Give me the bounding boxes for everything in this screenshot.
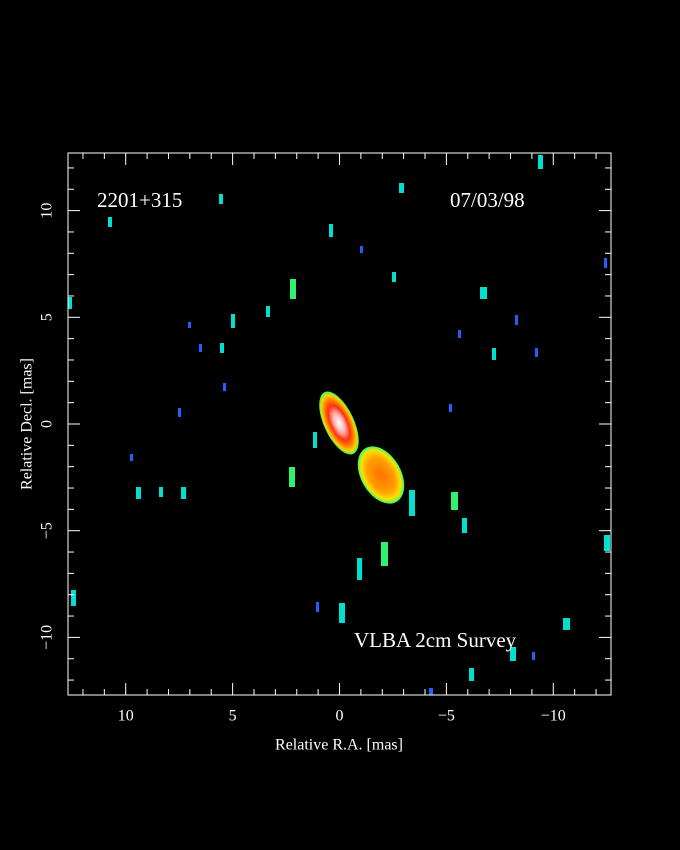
speck — [181, 487, 186, 499]
speck — [313, 432, 317, 448]
y-tick-label: 0 — [39, 420, 56, 428]
speck — [316, 602, 319, 612]
speck — [604, 535, 610, 551]
speck — [108, 217, 112, 227]
speck — [188, 322, 191, 328]
core-component — [319, 391, 359, 455]
speck — [429, 688, 433, 695]
speck — [360, 246, 363, 253]
speck — [130, 454, 133, 461]
speck — [266, 306, 270, 317]
x-axis-label: Relative R.A. [mas] — [275, 737, 403, 754]
speck — [71, 590, 76, 606]
source-name: 2201+315 — [97, 188, 182, 212]
speck — [535, 348, 538, 357]
y-tick-label: 10 — [39, 203, 56, 219]
speck — [231, 314, 235, 328]
speck — [451, 492, 458, 510]
speck — [480, 287, 487, 299]
speck — [381, 542, 388, 566]
speck — [604, 258, 607, 268]
speck — [392, 272, 396, 282]
speck — [329, 224, 333, 237]
speck — [462, 518, 467, 533]
speck — [492, 348, 496, 360]
speck — [469, 668, 474, 681]
speck — [409, 490, 415, 516]
x-tick-label: −10 — [541, 708, 566, 725]
speck — [199, 344, 202, 352]
epoch: 07/03/98 — [450, 188, 525, 212]
y-tick-label: −10 — [39, 625, 56, 650]
speck — [515, 315, 518, 325]
speck — [219, 194, 223, 204]
speck — [449, 404, 452, 412]
speck — [223, 383, 226, 391]
speck — [290, 279, 296, 299]
survey-label: VLBA 2cm Survey — [354, 628, 517, 652]
faint-specks — [130, 246, 607, 695]
speck — [458, 330, 461, 338]
speck — [399, 183, 404, 193]
speck — [159, 487, 163, 497]
y-tick-label: −5 — [39, 522, 56, 539]
x-tick-label: −5 — [438, 708, 455, 725]
emission — [68, 155, 610, 695]
speck — [289, 467, 295, 487]
noise-specks — [68, 155, 610, 681]
x-tick-label: 10 — [118, 708, 134, 725]
speck — [563, 618, 570, 630]
speck — [220, 343, 224, 353]
speck — [339, 603, 345, 623]
speck — [510, 647, 516, 661]
x-tick-label: 5 — [229, 708, 237, 725]
speck — [178, 408, 181, 417]
speck — [68, 297, 72, 309]
y-tick-label: 5 — [39, 313, 56, 321]
speck — [136, 487, 141, 499]
jet-component — [357, 446, 405, 504]
speck — [538, 155, 543, 169]
x-tick-label: 0 — [336, 708, 344, 725]
speck — [532, 652, 535, 660]
speck — [357, 558, 362, 580]
y-axis-label: Relative Decl. [mas] — [19, 358, 36, 490]
